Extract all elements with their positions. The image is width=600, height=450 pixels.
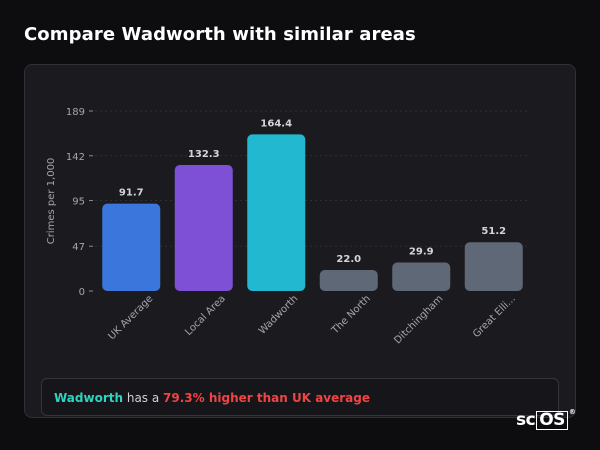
x-tick-label: Wadworth <box>257 293 300 336</box>
bar-value-label: 51.2 <box>481 226 506 237</box>
x-tick-label: Great Elli... <box>471 293 518 340</box>
bar-value-label: 29.9 <box>409 247 434 258</box>
y-tick-label: 95 <box>72 197 85 208</box>
x-tick-label: UK Average <box>106 293 155 342</box>
bar-value-label: 164.4 <box>260 118 292 129</box>
page-title: Compare Wadworth with similar areas <box>24 24 416 45</box>
note-place-name: Wadworth <box>54 391 124 405</box>
bar[interactable] <box>464 242 523 291</box>
comparison-note: Wadworth has a 79.3% higher than UK aver… <box>41 378 559 416</box>
chart-card: 0 47 95 142 189 Crimes per 1,000 91.7 UK Averag… <box>24 64 576 418</box>
x-tick-label: The North <box>329 293 373 337</box>
y-tick-label: 0 <box>79 287 85 298</box>
x-tick-label: Ditchingham <box>392 293 445 346</box>
bar[interactable] <box>247 134 306 291</box>
bar-value-label: 91.7 <box>119 188 144 199</box>
scos-logo: sc OS ® <box>516 408 576 430</box>
bar-chart: 0 47 95 142 189 Crimes per 1,000 91.7 UK Averag… <box>46 107 530 346</box>
note-text: has a <box>123 391 164 405</box>
y-tick-label: 47 <box>72 242 85 253</box>
x-tick-label: Local Area <box>183 293 228 338</box>
y-tick-label: 189 <box>66 107 85 118</box>
bar-value-label: 132.3 <box>188 149 220 160</box>
bar[interactable] <box>319 270 378 291</box>
bar[interactable] <box>174 165 233 291</box>
y-axis-label: Crimes per 1,000 <box>46 158 57 245</box>
bar[interactable] <box>102 203 161 291</box>
y-tick-label: 142 <box>66 152 85 163</box>
bar-value-label: 22.0 <box>336 254 361 265</box>
note-difference: 79.3% higher than UK average <box>163 391 370 405</box>
bar[interactable] <box>392 262 451 291</box>
